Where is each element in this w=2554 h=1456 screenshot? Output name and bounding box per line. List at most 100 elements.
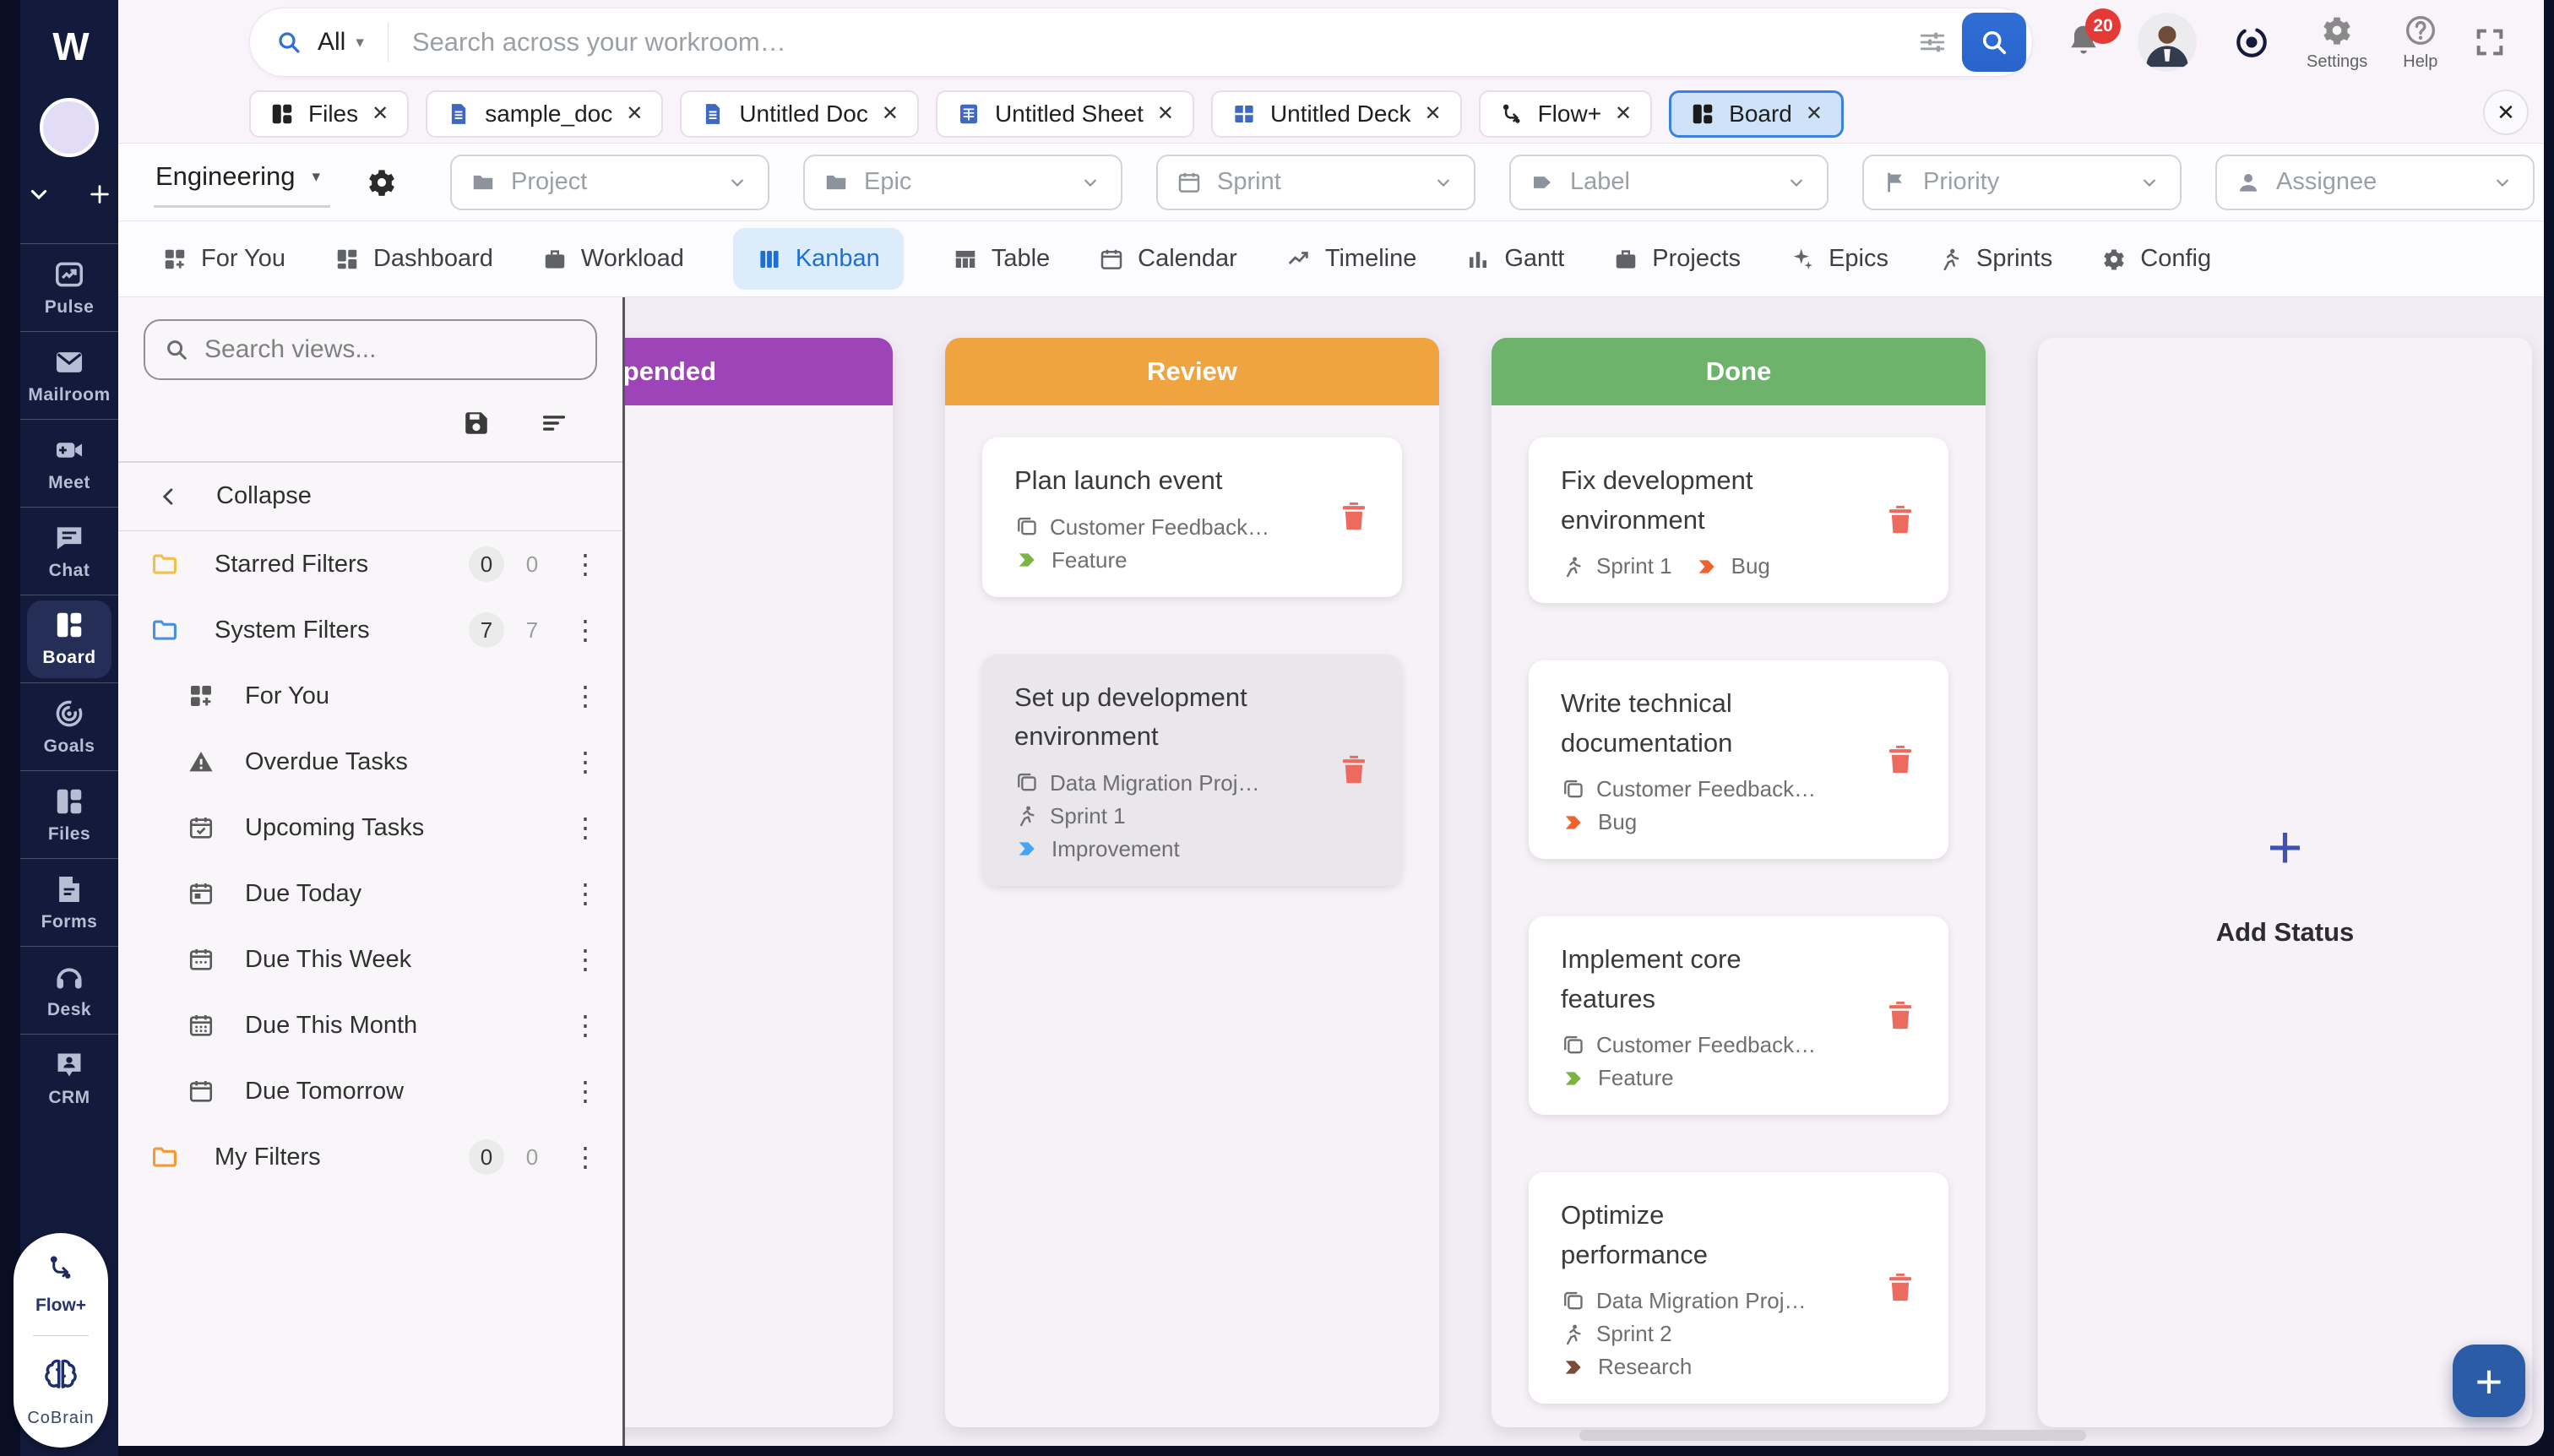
flow-icon[interactable] <box>46 1252 76 1283</box>
close-icon[interactable]: ✕ <box>1615 102 1633 125</box>
task-card[interactable]: Set up development environment Data Migr… <box>982 654 1402 886</box>
view-workload[interactable]: Workload <box>542 245 684 273</box>
trash-icon[interactable] <box>1883 1269 1918 1305</box>
filter-epic[interactable]: Epic <box>803 154 1123 210</box>
close-panel-button[interactable]: ✕ <box>2483 90 2529 135</box>
column-header[interactable]: Review <box>945 338 1439 405</box>
tab-files[interactable]: Files ✕ <box>249 90 410 138</box>
workspace-selector[interactable]: Engineering ▾ <box>154 156 331 208</box>
user-avatar[interactable] <box>2138 13 2197 72</box>
kebab-menu-icon[interactable]: ⋮ <box>572 878 599 909</box>
app-logo[interactable]: W <box>52 24 89 68</box>
filter-item-overdue[interactable]: Overdue Tasks ⋮ <box>144 729 599 795</box>
trash-icon[interactable] <box>1883 502 1918 537</box>
tab-flow[interactable]: Flow+ ✕ <box>1478 90 1653 138</box>
filter-project[interactable]: Project <box>450 154 770 210</box>
sidebar-item-chat[interactable]: Chat <box>20 507 118 595</box>
sidebar-item-pulse[interactable]: Pulse <box>20 243 118 331</box>
brain-icon[interactable] <box>41 1355 80 1394</box>
close-icon[interactable]: ✕ <box>1424 102 1442 125</box>
tab-untitled-deck[interactable]: Untitled Deck ✕ <box>1210 90 1462 138</box>
tab-untitled-doc[interactable]: Untitled Doc ✕ <box>680 90 919 138</box>
kebab-menu-icon[interactable]: ⋮ <box>572 549 599 579</box>
collapse-panel-button[interactable]: Collapse <box>144 463 597 530</box>
sidebar-item-goals[interactable]: Goals <box>20 682 118 770</box>
global-search-input[interactable] <box>411 27 1918 57</box>
trash-icon[interactable] <box>1336 498 1372 534</box>
notifications-button[interactable]: 20 <box>2065 8 2121 63</box>
kebab-menu-icon[interactable]: ⋮ <box>572 1010 599 1040</box>
close-icon[interactable]: ✕ <box>1805 102 1823 125</box>
view-projects[interactable]: Projects <box>1613 245 1741 273</box>
sidebar-item-desk[interactable]: Desk <box>20 946 118 1034</box>
view-table[interactable]: Table <box>953 245 1050 273</box>
filter-group-my-filters[interactable]: My Filters 0 0 ⋮ <box>144 1124 599 1190</box>
filter-item-due-this-month[interactable]: Due This Month ⋮ <box>144 992 599 1058</box>
column-header[interactable]: Suspended <box>625 338 893 405</box>
view-timeline[interactable]: Timeline <box>1286 245 1416 273</box>
search-scope-dropdown[interactable]: All ▾ <box>318 28 364 56</box>
filter-item-due-tomorrow[interactable]: Due Tomorrow ⋮ <box>144 1058 599 1124</box>
close-icon[interactable]: ✕ <box>881 102 899 125</box>
workspace-avatar[interactable] <box>40 98 99 157</box>
trash-icon[interactable] <box>1883 742 1918 777</box>
sidebar-item-mailroom[interactable]: Mailroom <box>20 331 118 419</box>
task-card[interactable]: Implement core features Customer Feedbac… <box>1529 916 1948 1115</box>
view-dashboard[interactable]: Dashboard <box>334 245 493 273</box>
trash-icon[interactable] <box>1336 752 1372 787</box>
task-card[interactable]: Plan launch event Customer Feedback… Fea… <box>982 437 1402 597</box>
kebab-menu-icon[interactable]: ⋮ <box>572 812 599 843</box>
sidebar-item-board[interactable]: Board <box>20 595 118 682</box>
kebab-menu-icon[interactable]: ⋮ <box>572 615 599 645</box>
filter-priority[interactable]: Priority <box>1862 154 2182 210</box>
filter-item-due-today[interactable]: Due Today ⋮ <box>144 861 599 926</box>
close-icon[interactable]: ✕ <box>372 102 389 125</box>
filter-assignee[interactable]: Assignee <box>2215 154 2535 210</box>
fullscreen-icon[interactable] <box>2473 25 2507 59</box>
close-icon[interactable]: ✕ <box>1156 102 1174 125</box>
global-search-bar[interactable]: All ▾ <box>249 8 2033 77</box>
sort-lines-icon[interactable] <box>540 409 568 437</box>
filter-item-for-you[interactable]: For You ⋮ <box>144 663 599 729</box>
kebab-menu-icon[interactable]: ⋮ <box>572 1142 599 1172</box>
task-card[interactable]: Fix development environment Sprint 1 Bug <box>1529 437 1948 603</box>
add-status-column[interactable]: + Add Status <box>2038 338 2532 1427</box>
close-icon[interactable]: ✕ <box>626 102 644 125</box>
kebab-menu-icon[interactable]: ⋮ <box>572 681 599 711</box>
task-card[interactable]: Optimize performance Data Migration Proj… <box>1529 1172 1948 1404</box>
help-button[interactable]: Help <box>2403 14 2437 72</box>
view-config[interactable]: Config <box>2101 245 2211 273</box>
workspace-settings-icon[interactable] <box>366 166 398 198</box>
flow-label[interactable]: Flow+ <box>35 1296 87 1315</box>
views-search[interactable] <box>144 319 597 380</box>
view-kanban[interactable]: Kanban <box>732 228 904 290</box>
column-header[interactable]: Done <box>1492 338 1986 405</box>
view-gantt[interactable]: Gantt <box>1465 245 1564 273</box>
kebab-menu-icon[interactable]: ⋮ <box>572 944 599 975</box>
search-button[interactable] <box>1962 13 2026 72</box>
view-for-you[interactable]: For You <box>162 245 285 273</box>
history-icon[interactable] <box>2232 23 2271 62</box>
sidebar-item-forms[interactable]: Forms <box>20 858 118 946</box>
save-icon[interactable] <box>462 409 491 437</box>
sidebar-item-meet[interactable]: Meet <box>20 419 118 507</box>
view-sprints[interactable]: Sprints <box>1937 245 2052 273</box>
add-workspace-icon[interactable] <box>88 182 111 206</box>
filter-item-upcoming[interactable]: Upcoming Tasks ⋮ <box>144 795 599 861</box>
sidebar-item-crm[interactable]: CRM <box>20 1034 118 1122</box>
filter-label[interactable]: Label <box>1509 154 1829 210</box>
view-epics[interactable]: Epics <box>1790 245 1888 273</box>
filter-group-system[interactable]: System Filters 7 7 ⋮ <box>144 597 599 663</box>
kebab-menu-icon[interactable]: ⋮ <box>572 1076 599 1106</box>
views-search-input[interactable] <box>204 335 577 364</box>
task-card[interactable]: Write technical documentation Customer F… <box>1529 660 1948 859</box>
trash-icon[interactable] <box>1883 997 1918 1033</box>
kebab-menu-icon[interactable]: ⋮ <box>572 747 599 777</box>
sidebar-item-files[interactable]: Files <box>20 770 118 858</box>
horizontal-scrollbar[interactable] <box>1579 1430 2086 1441</box>
view-calendar[interactable]: Calendar <box>1099 245 1237 273</box>
cobrain-label[interactable]: CoBrain <box>27 1409 95 1427</box>
tune-icon[interactable] <box>1918 28 1947 57</box>
tab-sample-doc[interactable]: sample_doc ✕ <box>426 90 664 138</box>
filter-item-due-this-week[interactable]: Due This Week ⋮ <box>144 926 599 992</box>
